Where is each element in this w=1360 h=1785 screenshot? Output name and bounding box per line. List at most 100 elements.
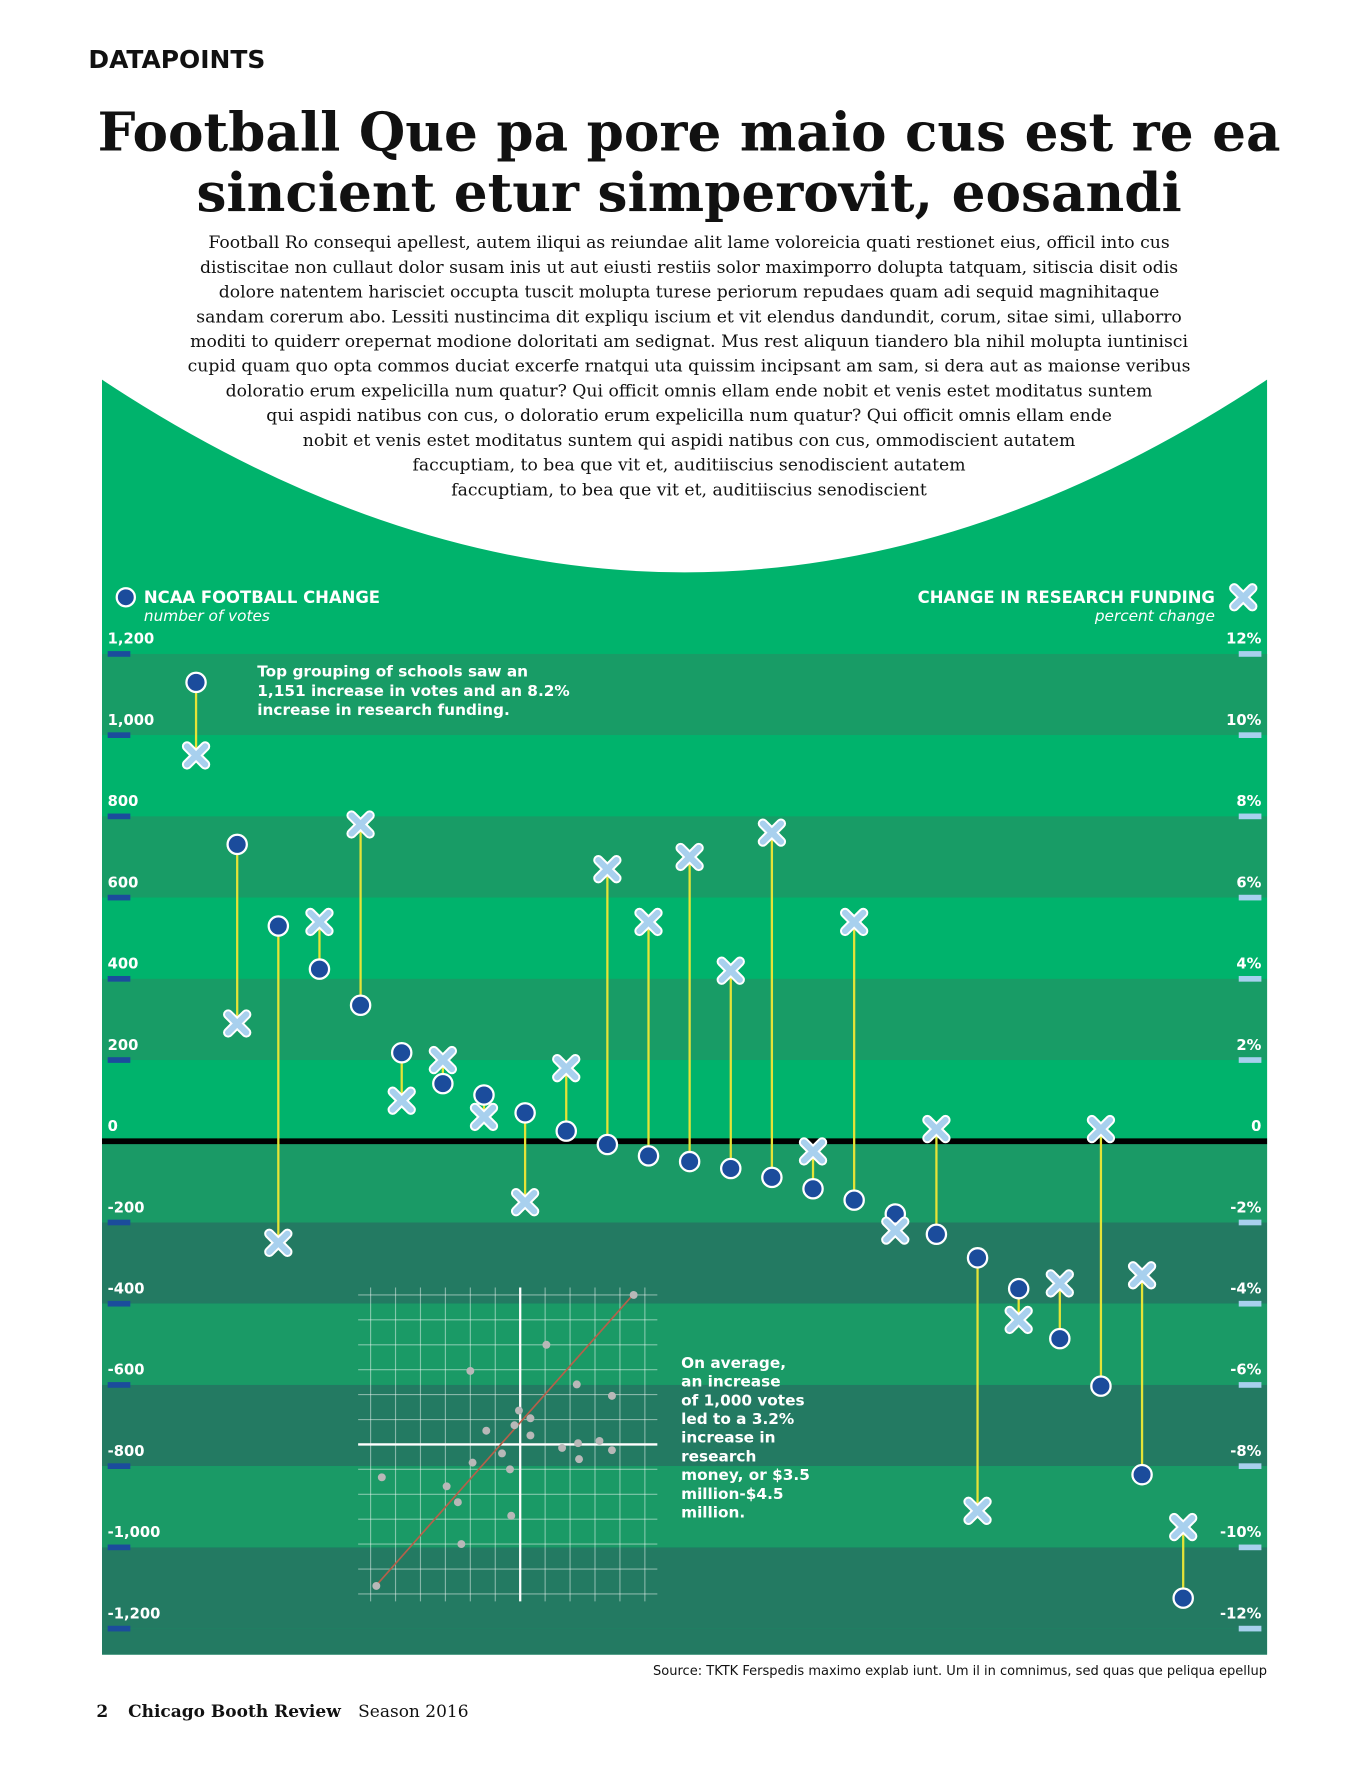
vote-dot [1090, 1375, 1112, 1397]
y-tick-mark [107, 1057, 131, 1063]
funding-cross-core [512, 1190, 538, 1215]
vote-dot [1049, 1327, 1071, 1350]
inset-dot [526, 1414, 535, 1423]
y-tick-label: 0 [108, 1118, 118, 1135]
vote-dot [925, 1223, 948, 1246]
annotation: research [681, 1447, 756, 1465]
y-tick-mark [107, 1463, 131, 1469]
y-tick-mark [107, 732, 131, 738]
y2-tick-mark [1238, 1463, 1262, 1469]
y2-tick-mark [1238, 894, 1262, 901]
funding-cross [1127, 1261, 1157, 1290]
y-tick-mark [107, 1219, 131, 1226]
y2-tick-label: -6% [1230, 1362, 1261, 1379]
annotation: million-$4.5 [681, 1485, 783, 1503]
band [102, 1384, 1268, 1467]
vote-dot [390, 1041, 413, 1064]
vote-dot [678, 1150, 701, 1173]
y2-tick-label: -2% [1230, 1199, 1261, 1216]
funding-cross-core [677, 844, 702, 870]
intro-line: dolore natentem harisciet occupta tuscit… [219, 283, 1160, 303]
vote-dot [637, 1145, 660, 1167]
y2-tick-mark [1238, 813, 1262, 820]
y2-tick-label: 4% [1236, 956, 1261, 973]
inset-dot [595, 1436, 604, 1445]
inset-dot [466, 1366, 475, 1375]
y2-tick-label: -12% [1220, 1605, 1262, 1622]
y-tick-label: 1,200 [108, 631, 155, 648]
funding-cross [223, 1009, 252, 1038]
inset-dot [372, 1581, 381, 1590]
funding-cross-core [307, 909, 332, 935]
vote-dot [1007, 1277, 1030, 1300]
funding-cross-core [718, 958, 743, 983]
y2-tick-label: -4% [1230, 1281, 1261, 1298]
y-tick-label: 1,000 [108, 712, 155, 729]
y2-tick-mark [1238, 651, 1262, 657]
inset-dot [482, 1426, 491, 1435]
y-tick-label: -800 [108, 1443, 145, 1460]
funding-cross [181, 741, 211, 770]
annotation: led to a 3.2% [681, 1410, 794, 1428]
y-tick-label: -1,200 [108, 1605, 161, 1622]
annotation: On average, [681, 1354, 786, 1372]
y2-tick-mark [1238, 1382, 1262, 1388]
issue: Season 2016 [358, 1702, 468, 1722]
funding-cross-core [1088, 1116, 1114, 1142]
publication: Chicago Booth Review [128, 1702, 341, 1722]
y-tick-label: 200 [108, 1037, 139, 1054]
page-number: 2 [96, 1702, 108, 1722]
funding-cross-core [1047, 1271, 1072, 1296]
y-tick-label: -200 [108, 1199, 145, 1216]
vote-dot [555, 1120, 578, 1142]
vote-dot [432, 1072, 454, 1095]
y2-tick-mark [1238, 1625, 1262, 1632]
funding-cross-core [554, 1055, 579, 1081]
intro-line: doloratio erum expelicilla num quatur? Q… [226, 381, 1153, 401]
legend-marker [1229, 583, 1258, 612]
funding-cross [634, 907, 663, 937]
y2-tick-label: 10% [1226, 712, 1261, 729]
annotation: increase in research funding. [257, 701, 510, 719]
band [102, 1628, 1268, 1655]
inset-dot [453, 1498, 462, 1507]
funding-cross [346, 810, 375, 839]
annotation: increase in [681, 1429, 775, 1447]
vote-dot [226, 833, 248, 856]
legend-label: NCAA FOOTBALL CHANGE [144, 588, 380, 607]
legend-marker [115, 587, 136, 608]
intro-line: nobit et venis estet moditatus suntem qu… [303, 431, 1076, 451]
funding-cross [428, 1045, 458, 1075]
funding-cross-core [183, 743, 209, 768]
vote-dot [843, 1189, 865, 1211]
intro-line: faccuptiam, to bea que vit et, auditiisc… [413, 456, 966, 476]
band [102, 1060, 1268, 1142]
legend-marker-core [1231, 585, 1256, 610]
y-tick-mark [107, 651, 131, 657]
funding-cross [264, 1228, 293, 1257]
vote-dot [719, 1157, 742, 1180]
funding-cross [675, 842, 704, 872]
funding-cross [1004, 1305, 1033, 1335]
y2-tick-label: 6% [1236, 874, 1261, 891]
vote-dot [308, 958, 331, 980]
inset-dot [457, 1540, 466, 1549]
funding-cross-core [595, 856, 620, 882]
annotation: an increase [681, 1373, 780, 1391]
inset-dot [526, 1431, 535, 1440]
funding-cross [1169, 1512, 1198, 1542]
y-tick-mark [107, 813, 131, 820]
annotation: 1,151 increase in votes and an 8.2% [257, 682, 569, 700]
annotation: Top grouping of schools saw an [257, 663, 528, 681]
y-tick-mark [107, 894, 131, 901]
y2-tick-label: 12% [1226, 631, 1261, 648]
band [102, 735, 1268, 817]
inset-dot [514, 1406, 523, 1415]
intro-line: Football Ro consequi apellest, autem ili… [208, 233, 1169, 253]
vote-dot [802, 1178, 824, 1200]
title-line: Football Que pa pore maio cus est re ea [98, 101, 1281, 164]
text-layer: Football Que pa pore maio cus est re eas… [96, 101, 1280, 1722]
funding-cross [716, 956, 745, 985]
